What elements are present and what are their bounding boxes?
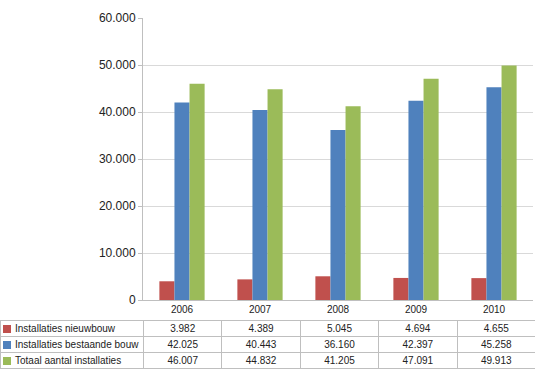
svg-text:2007: 2007 <box>249 304 272 315</box>
html-text:45.258: 45.258 <box>481 339 512 350</box>
html-text:4.389: 4.389 <box>248 323 274 334</box>
html-text:Installaties nieuwbouw: Installaties nieuwbouw <box>15 323 116 334</box>
html-text:Totaal aantal installaties: Totaal aantal installaties <box>15 355 122 366</box>
html-text:46.007: 46.007 <box>167 355 198 366</box>
html-text:40.443: 40.443 <box>245 339 277 350</box>
html-text:Installaties bestaande bouw: Installaties bestaande bouw <box>15 339 139 350</box>
svg-text:2010: 2010 <box>483 304 506 315</box>
html-text:42.025: 42.025 <box>167 339 198 350</box>
html-text:47.091: 47.091 <box>402 355 434 366</box>
html-text:49.913: 49.913 <box>481 355 512 366</box>
html-text:3.982: 3.982 <box>170 323 196 334</box>
svg-text:50.000: 50.000 <box>99 58 136 72</box>
svg-text:60.000: 60.000 <box>99 11 136 25</box>
svg-text:30.000: 30.000 <box>99 152 136 166</box>
html-text:4.655: 4.655 <box>483 323 509 334</box>
svg-text:40.000: 40.000 <box>99 105 136 119</box>
svg-text:2006: 2006 <box>171 304 194 315</box>
html-text:42.397: 42.397 <box>402 339 434 350</box>
svg-text:2008: 2008 <box>327 304 350 315</box>
html-text:41.205: 41.205 <box>324 355 355 366</box>
html-text:4.694: 4.694 <box>405 323 431 334</box>
svg-text:0: 0 <box>129 293 136 307</box>
svg-text:10.000: 10.000 <box>99 246 136 260</box>
svg-text:20.000: 20.000 <box>99 199 136 213</box>
svg-text:2009: 2009 <box>405 304 428 315</box>
html-text:36.160: 36.160 <box>324 339 355 350</box>
html-text:5.045: 5.045 <box>327 323 352 334</box>
html-text:44.832: 44.832 <box>245 355 277 366</box>
